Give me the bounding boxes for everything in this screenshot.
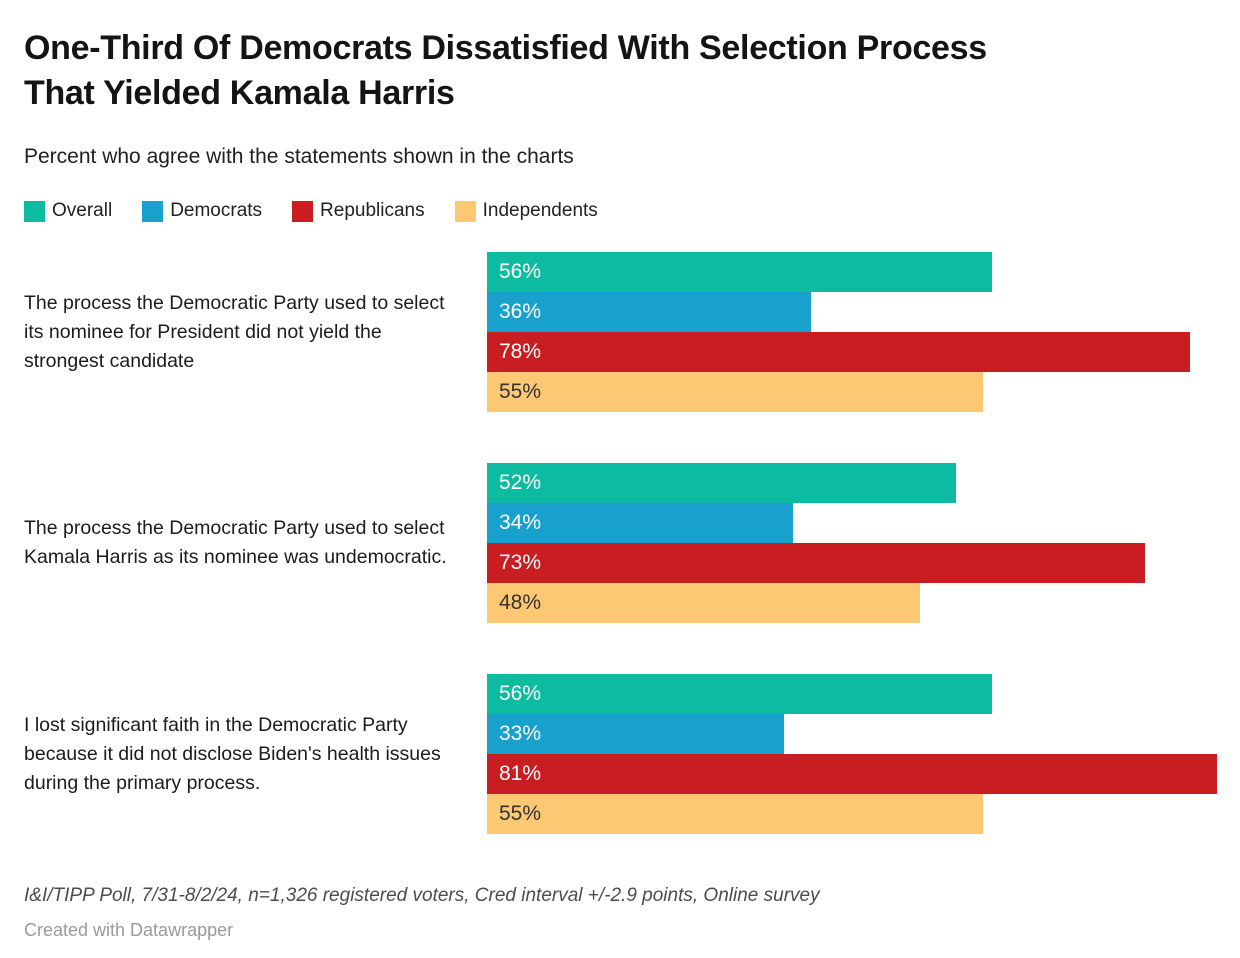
- legend-item: Overall: [24, 200, 112, 222]
- bar-value-label: 34%: [499, 511, 542, 534]
- datawrapper-credit: Created with Datawrapper: [24, 920, 234, 940]
- legend-label: Republicans: [320, 200, 425, 221]
- bar-value-label: 52%: [499, 471, 542, 494]
- legend-item: Republicans: [292, 200, 425, 222]
- bar-republicans: 78%: [487, 332, 1190, 372]
- statement-group: The process the Democratic Party used to…: [24, 463, 1216, 623]
- bar-value-label: 36%: [499, 300, 542, 323]
- bar-chart: The process the Democratic Party used to…: [24, 252, 1217, 834]
- legend: Overall Democrats Republicans Independen…: [24, 200, 1216, 222]
- bar-independents: 55%: [487, 794, 983, 834]
- legend-label: Independents: [482, 200, 598, 221]
- bar-overall: 56%: [487, 674, 992, 714]
- chart-subtitle: Percent who agree with the statements sh…: [24, 145, 574, 168]
- legend-label: Overall: [52, 200, 113, 221]
- bar-value-label: 33%: [499, 722, 542, 745]
- bar-value-label: 55%: [499, 802, 542, 825]
- legend-item: Democrats: [142, 200, 262, 222]
- bar-value-label: 78%: [499, 340, 542, 363]
- bar-value-label: 48%: [499, 591, 542, 614]
- bar-value-label: 55%: [499, 380, 542, 403]
- legend-color-swatch: [24, 200, 45, 222]
- bar-stack: 52% 34% 73% 48%: [487, 463, 1217, 623]
- bar-overall: 56%: [487, 252, 992, 292]
- bar-democrats: 33%: [487, 714, 785, 754]
- bar-democrats: 36%: [487, 292, 812, 332]
- statement-label: The process the Democratic Party used to…: [24, 291, 445, 372]
- legend-label: Democrats: [170, 200, 263, 221]
- bar-value-label: 81%: [499, 762, 542, 785]
- bar-democrats: 34%: [487, 503, 794, 543]
- bar-value-label: 73%: [499, 551, 542, 574]
- legend-color-swatch: [454, 200, 476, 222]
- bar-stack: 56% 33% 81% 55%: [487, 674, 1217, 834]
- bar-independents: 48%: [487, 583, 920, 623]
- bar-stack: 56% 36% 78% 55%: [487, 252, 1217, 412]
- statement-label: The process the Democratic Party used to…: [24, 517, 447, 568]
- legend-color-swatch: [292, 200, 314, 222]
- bar-republicans: 81%: [487, 754, 1217, 794]
- chart-title: One-Third Of Democrats Dissatisfied With…: [24, 29, 987, 112]
- bar-value-label: 56%: [499, 682, 542, 705]
- statement-group: I lost significant faith in the Democrat…: [24, 674, 1217, 834]
- source-note: I&I/TIPP Poll, 7/31-8/2/24, n=1,326 regi…: [24, 885, 820, 906]
- bar-value-label: 56%: [499, 260, 542, 283]
- legend-color-swatch: [142, 200, 164, 222]
- statement-group: The process the Democratic Party used to…: [24, 252, 1216, 412]
- bar-republicans: 73%: [487, 543, 1145, 583]
- bar-overall: 52%: [487, 463, 956, 503]
- bar-independents: 55%: [487, 372, 983, 412]
- legend-item: Independents: [454, 200, 598, 222]
- statement-label: I lost significant faith in the Democrat…: [24, 713, 441, 794]
